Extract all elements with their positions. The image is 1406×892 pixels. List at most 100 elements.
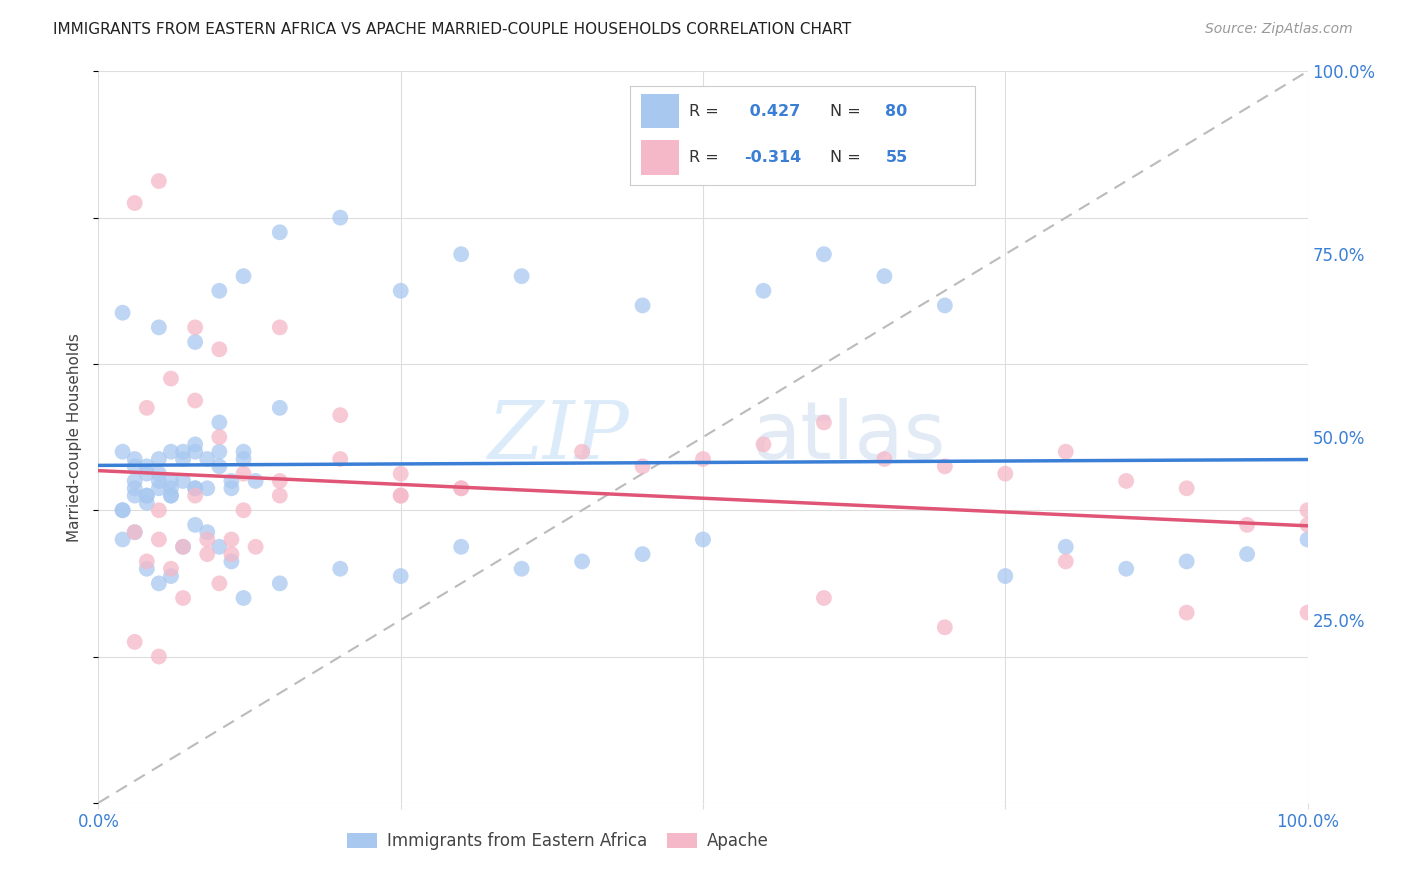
Point xyxy=(208,343,231,357)
Point xyxy=(148,649,170,664)
Point xyxy=(1175,554,1198,568)
Point xyxy=(1054,554,1077,568)
Point xyxy=(135,489,157,503)
Point xyxy=(208,576,231,591)
Point xyxy=(160,569,183,583)
Point xyxy=(208,540,231,554)
Point xyxy=(1115,562,1137,576)
Point xyxy=(221,481,243,495)
Point xyxy=(124,489,146,503)
Point xyxy=(1296,533,1319,547)
Point xyxy=(184,489,207,503)
Point xyxy=(389,489,412,503)
Point xyxy=(195,525,218,540)
Legend: Immigrants from Eastern Africa, Apache: Immigrants from Eastern Africa, Apache xyxy=(340,825,776,856)
Text: Source: ZipAtlas.com: Source: ZipAtlas.com xyxy=(1205,22,1353,37)
Point xyxy=(124,481,146,495)
Point xyxy=(1175,606,1198,620)
Point xyxy=(510,562,533,576)
Y-axis label: Married-couple Households: Married-couple Households xyxy=(67,333,83,541)
Point xyxy=(195,481,218,495)
Point xyxy=(232,591,254,605)
Point xyxy=(221,554,243,568)
Point xyxy=(752,284,775,298)
Point xyxy=(148,533,170,547)
Point xyxy=(269,576,291,591)
Point xyxy=(232,452,254,467)
Point xyxy=(160,481,183,495)
Point xyxy=(195,547,218,561)
Point xyxy=(631,298,654,312)
Point xyxy=(160,489,183,503)
Text: ZIP: ZIP xyxy=(486,399,628,475)
Point xyxy=(232,467,254,481)
Point xyxy=(389,569,412,583)
Point xyxy=(172,474,194,488)
Point xyxy=(873,452,896,467)
Point xyxy=(208,444,231,458)
Point xyxy=(813,416,835,430)
Point xyxy=(269,401,291,415)
Point xyxy=(934,459,956,474)
Point xyxy=(135,496,157,510)
Point xyxy=(135,489,157,503)
Point xyxy=(813,247,835,261)
Point xyxy=(450,247,472,261)
Point xyxy=(269,474,291,488)
Point xyxy=(1296,517,1319,532)
Point xyxy=(111,444,134,458)
Point xyxy=(221,547,243,561)
Point xyxy=(232,269,254,284)
Point xyxy=(1054,540,1077,554)
Point xyxy=(269,225,291,239)
Point xyxy=(208,284,231,298)
Point xyxy=(389,284,412,298)
Point xyxy=(172,540,194,554)
Point xyxy=(208,416,231,430)
Point xyxy=(692,533,714,547)
Point xyxy=(208,459,231,474)
Point xyxy=(111,503,134,517)
Point xyxy=(208,430,231,444)
Point xyxy=(184,481,207,495)
Point xyxy=(245,474,267,488)
Point xyxy=(124,452,146,467)
Point xyxy=(172,540,194,554)
Point xyxy=(160,371,183,385)
Point xyxy=(389,467,412,481)
Point xyxy=(124,525,146,540)
Point xyxy=(994,569,1017,583)
Point xyxy=(148,452,170,467)
Point xyxy=(184,444,207,458)
Point xyxy=(111,306,134,320)
Point xyxy=(135,467,157,481)
Point xyxy=(631,459,654,474)
Point xyxy=(135,459,157,474)
Point xyxy=(221,474,243,488)
Point xyxy=(510,269,533,284)
Point xyxy=(148,467,170,481)
Point xyxy=(873,269,896,284)
Point xyxy=(692,452,714,467)
Point xyxy=(111,533,134,547)
Point xyxy=(329,211,352,225)
Point xyxy=(184,334,207,349)
Point xyxy=(111,503,134,517)
Point xyxy=(1115,474,1137,488)
Point xyxy=(1054,444,1077,458)
Point xyxy=(195,452,218,467)
Point xyxy=(813,591,835,605)
Point xyxy=(184,437,207,451)
Point xyxy=(1236,547,1258,561)
Point xyxy=(135,401,157,415)
Point xyxy=(269,489,291,503)
Point xyxy=(329,452,352,467)
Point xyxy=(631,547,654,561)
Text: IMMIGRANTS FROM EASTERN AFRICA VS APACHE MARRIED-COUPLE HOUSEHOLDS CORRELATION C: IMMIGRANTS FROM EASTERN AFRICA VS APACHE… xyxy=(53,22,852,37)
Point xyxy=(571,444,593,458)
Point xyxy=(1296,503,1319,517)
Point xyxy=(232,444,254,458)
Point xyxy=(269,320,291,334)
Point xyxy=(135,562,157,576)
Point xyxy=(124,196,146,211)
